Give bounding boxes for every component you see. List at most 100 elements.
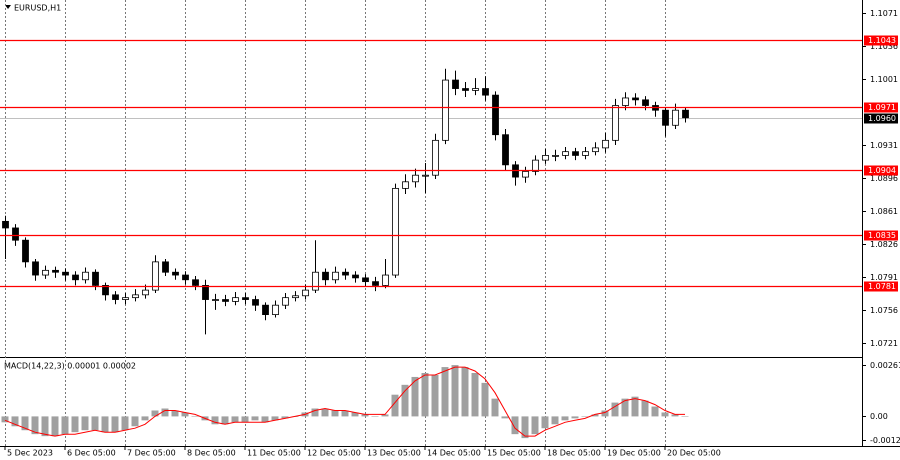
macd-bar <box>481 382 489 417</box>
x-tick-label: 15 Dec 05:00 <box>487 449 541 458</box>
y-tick-label: 1.0721 <box>870 339 898 348</box>
candle-body <box>552 155 559 157</box>
candle-body <box>232 297 239 302</box>
macd-bar <box>1 416 9 423</box>
candle-body <box>182 274 189 281</box>
macd-bar <box>351 412 359 417</box>
macd-bar <box>431 374 439 417</box>
candle-body <box>32 261 39 276</box>
macd-bar <box>221 416 229 425</box>
candle-body <box>162 261 169 273</box>
candle-body <box>432 139 439 176</box>
candle-body <box>62 271 69 276</box>
macd-bar <box>631 396 639 417</box>
candle-body <box>142 289 149 296</box>
y-tick-label: 1.0931 <box>870 141 898 150</box>
candle-body <box>462 88 469 91</box>
macd-bar <box>231 416 239 423</box>
level-label-box <box>864 281 898 292</box>
candle-body <box>332 271 339 281</box>
candle-body <box>382 274 389 286</box>
candle-body <box>542 155 549 161</box>
candle-body <box>12 227 19 241</box>
y-tick-label: 1.1001 <box>870 75 898 84</box>
y-tick-label: 1.1071 <box>870 9 898 18</box>
macd-bar <box>571 416 579 419</box>
candle-body <box>192 279 199 286</box>
macd-bar <box>121 416 129 431</box>
candle-body <box>502 134 509 166</box>
macd-bar <box>541 416 549 429</box>
x-tick-label: 7 Dec 05:00 <box>127 449 176 458</box>
candle-body <box>242 297 249 300</box>
candle-body <box>292 295 299 299</box>
y-tick-label: 1.0826 <box>870 240 898 249</box>
macd-bar <box>181 412 189 417</box>
candle-body <box>102 285 109 296</box>
macd-bar <box>91 416 99 431</box>
candle-body <box>572 151 579 156</box>
macd-bar <box>111 416 119 433</box>
macd-bar <box>491 398 499 417</box>
candle-body <box>2 220 9 229</box>
level-label: 1.0835 <box>868 231 896 240</box>
macd-bar <box>21 416 29 431</box>
menu-arrow[interactable] <box>5 5 11 9</box>
candle-body <box>482 88 489 96</box>
level-label-box <box>864 35 898 46</box>
chart-title: EURUSD,H1 <box>14 4 61 13</box>
candle-body <box>452 79 459 89</box>
macd-bar <box>621 398 629 417</box>
candle-body <box>642 99 649 106</box>
candle-body <box>212 299 219 301</box>
candle-body <box>42 269 49 276</box>
x-tick-label: 12 Dec 05:00 <box>307 449 361 458</box>
level-label: 1.0904 <box>868 166 896 175</box>
macd-bar <box>331 410 339 417</box>
candle-body <box>442 79 449 141</box>
macd-bar <box>71 416 79 433</box>
candle-body <box>252 299 259 306</box>
candle-body <box>392 187 399 276</box>
macd-bar <box>321 408 329 417</box>
candle-body <box>582 151 589 156</box>
macd-bar <box>241 416 249 423</box>
candle-body <box>522 171 529 178</box>
candle-body <box>402 181 409 189</box>
candle-body <box>302 289 309 297</box>
y-tick-label: 1.0861 <box>870 207 898 216</box>
macd-bar <box>501 416 509 419</box>
macd-bar <box>51 416 59 437</box>
macd-bar <box>11 416 19 427</box>
level-label: 1.0971 <box>868 103 896 112</box>
candle-body <box>202 285 209 300</box>
macd-bar <box>41 416 49 437</box>
macd-bar <box>411 376 419 417</box>
candle-body <box>352 274 359 279</box>
candle-body <box>682 109 689 119</box>
macd-bar <box>271 416 279 421</box>
candle-body <box>22 239 29 263</box>
y-tick-label: -0.00122 <box>870 436 900 445</box>
y-tick-label: 1.1036 <box>870 42 898 51</box>
macd-bar <box>681 416 689 417</box>
macd-bar <box>391 394 399 417</box>
macd-bar <box>141 416 149 421</box>
macd-bar <box>461 367 469 417</box>
candle-body <box>632 97 639 101</box>
candle-body <box>152 261 159 291</box>
level-label: 1.0781 <box>868 282 896 291</box>
candle-body <box>92 271 99 286</box>
candle-body <box>52 269 59 273</box>
y-tick-label: 0.00 <box>870 412 888 421</box>
macd-bar <box>311 408 319 417</box>
macd-bar <box>441 367 449 417</box>
candle-body <box>132 294 139 299</box>
indicator-title: MACD(14,22,3) 0.00001 0.00002 <box>4 362 136 371</box>
x-tick-label: 8 Dec 05:00 <box>187 449 236 458</box>
macd-bar <box>261 416 269 423</box>
candle-body <box>612 105 619 141</box>
x-tick-label: 19 Dec 05:00 <box>607 449 661 458</box>
